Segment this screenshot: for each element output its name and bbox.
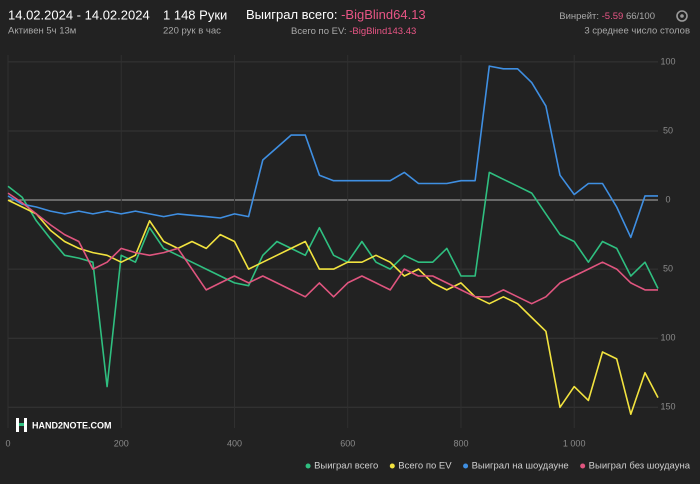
- series-line: [7, 65, 658, 239]
- legend-label: Выиграл на шоудауне: [472, 461, 569, 472]
- logo-icon: [24, 418, 27, 432]
- gear-center[interactable]: [680, 14, 684, 18]
- hands-per-hour: 220 рук в час: [163, 26, 221, 37]
- ev-total: Всего по EV: -BigBlind143.43: [291, 26, 416, 37]
- legend-label: Выиграл всего: [314, 461, 378, 472]
- x-tick-label: 600: [340, 438, 355, 448]
- series-line: [7, 192, 658, 305]
- legend-marker: [463, 463, 469, 469]
- y-tick-label: 50: [663, 264, 673, 274]
- series-line: [7, 171, 659, 388]
- winrate-label: Винрейт:: [559, 11, 599, 22]
- y-tick-label: 100: [660, 333, 675, 343]
- logo-text: HAND2NOTE.COM: [32, 420, 112, 430]
- ev-label: Всего по EV:: [291, 26, 347, 37]
- x-tick-label: 400: [227, 438, 242, 448]
- logo: HAND2NOTE.COM: [16, 418, 112, 432]
- series-line: [7, 199, 659, 415]
- gear[interactable]: [676, 10, 688, 22]
- y-tick-label: 0: [665, 194, 670, 204]
- legend: Выиграл всего Всего по EV Выиграл на шоуда…: [305, 461, 691, 472]
- won-total: Выиграл всего: -BigBlind64.13: [246, 7, 426, 22]
- legend-label: Выиграл без шоудауна: [589, 461, 691, 472]
- winrate: Винрейт: -5.59 66/100: [559, 11, 655, 22]
- settings-icon[interactable]: [676, 10, 688, 22]
- y-tick-label: 100: [660, 56, 675, 66]
- legend-marker: [389, 463, 395, 469]
- active-time: Активен 5ч 13м: [8, 26, 76, 37]
- logo-icon: [19, 423, 24, 426]
- winrate-value: -5.59: [602, 11, 624, 22]
- plot: 100 50 0 50 100 150 0 200 400 600 800 1 000: [5, 55, 676, 448]
- won-value: -BigBlind64.13: [341, 7, 426, 22]
- hands: 1 148 Руки: [163, 7, 227, 22]
- legend-marker: [305, 463, 311, 469]
- won-label: Выиграл всего:: [246, 7, 337, 22]
- date-range: 14.02.2024 - 14.02.2024: [8, 7, 150, 22]
- x-tick-label: 0: [5, 438, 10, 448]
- winrate-extra: 66/100: [626, 11, 655, 22]
- logo-icon: [16, 418, 19, 432]
- ev-value: -BigBlind143.43: [349, 26, 416, 37]
- x-tick-label: 1 000: [563, 438, 586, 448]
- y-tick-label: 150: [660, 402, 675, 412]
- legend-marker: [580, 463, 586, 469]
- x-tick-label: 800: [453, 438, 468, 448]
- legend-label: Всего по EV: [398, 461, 452, 472]
- tables: 3 среднее число столов: [584, 26, 690, 37]
- x-tick-label: 200: [114, 438, 129, 448]
- y-tick-label: 50: [663, 125, 673, 135]
